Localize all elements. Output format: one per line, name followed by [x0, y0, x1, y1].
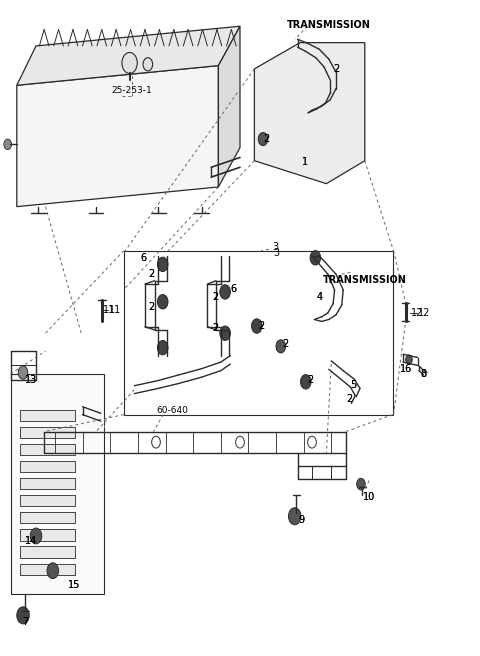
Text: 4: 4 — [316, 291, 322, 302]
Circle shape — [17, 607, 29, 624]
Text: 12: 12 — [418, 308, 430, 318]
Text: 2: 2 — [212, 291, 218, 302]
Bar — [11, 374, 104, 594]
Bar — [20, 512, 75, 523]
Bar — [20, 546, 75, 558]
Text: 12: 12 — [411, 308, 424, 318]
Text: 3: 3 — [273, 247, 279, 258]
Text: 2: 2 — [307, 375, 313, 386]
Bar — [20, 461, 75, 472]
Text: 2: 2 — [148, 302, 155, 312]
Text: 6: 6 — [140, 253, 146, 263]
Circle shape — [220, 285, 230, 299]
Text: 2: 2 — [263, 134, 270, 144]
Circle shape — [220, 326, 230, 340]
Circle shape — [258, 133, 268, 146]
Polygon shape — [17, 66, 218, 207]
Text: 8: 8 — [420, 369, 426, 379]
Text: 11: 11 — [103, 305, 116, 316]
Text: 2: 2 — [148, 268, 155, 279]
Text: 6: 6 — [231, 283, 237, 294]
Circle shape — [30, 528, 42, 544]
Circle shape — [143, 58, 153, 71]
Text: 6: 6 — [140, 253, 146, 263]
Text: 2: 2 — [282, 339, 289, 350]
Polygon shape — [17, 26, 240, 85]
Bar — [20, 478, 75, 489]
Text: 2: 2 — [307, 375, 313, 386]
Bar — [20, 427, 75, 438]
Text: 2: 2 — [258, 321, 265, 331]
Circle shape — [157, 257, 168, 272]
Circle shape — [47, 563, 59, 579]
Text: 6: 6 — [231, 283, 237, 294]
Bar — [20, 444, 75, 455]
Text: 2: 2 — [258, 321, 265, 331]
Text: 7: 7 — [22, 617, 28, 627]
Text: 13: 13 — [25, 375, 37, 386]
Text: TRANSMISSION: TRANSMISSION — [323, 275, 407, 285]
Text: 14: 14 — [25, 536, 37, 546]
Text: 2: 2 — [282, 339, 289, 350]
Bar — [20, 564, 75, 575]
Text: 2: 2 — [148, 268, 155, 279]
Text: 9: 9 — [298, 514, 304, 525]
Circle shape — [252, 319, 262, 333]
Circle shape — [276, 340, 286, 353]
Text: 2: 2 — [333, 64, 339, 74]
Text: 2: 2 — [333, 64, 339, 74]
Circle shape — [157, 295, 168, 309]
Text: 2: 2 — [263, 134, 270, 144]
Bar — [20, 529, 75, 541]
Text: 60-640: 60-640 — [157, 406, 189, 415]
Circle shape — [406, 355, 412, 364]
Text: 2: 2 — [212, 323, 218, 333]
Bar — [20, 495, 75, 506]
Text: 14: 14 — [25, 536, 37, 546]
Text: 25-253-1: 25-253-1 — [112, 86, 152, 95]
Text: 11: 11 — [109, 305, 122, 316]
Text: 15: 15 — [68, 580, 81, 590]
Text: 2: 2 — [346, 394, 353, 404]
Bar — [124, 251, 393, 415]
Text: 8: 8 — [420, 369, 426, 379]
Text: TRANSMISSION: TRANSMISSION — [287, 20, 371, 30]
Text: 13: 13 — [25, 375, 37, 386]
Text: 5: 5 — [350, 380, 357, 390]
Circle shape — [4, 139, 12, 150]
Circle shape — [122, 52, 137, 73]
Bar — [20, 410, 75, 421]
Text: 4: 4 — [316, 291, 322, 302]
Circle shape — [310, 251, 321, 265]
Text: 2: 2 — [212, 291, 218, 302]
Text: 10: 10 — [362, 491, 375, 502]
Text: 5: 5 — [350, 380, 357, 390]
Text: 16: 16 — [399, 363, 412, 374]
Circle shape — [300, 375, 311, 389]
Polygon shape — [254, 43, 365, 184]
Circle shape — [18, 366, 28, 379]
Text: 9: 9 — [298, 514, 304, 525]
Text: 3: 3 — [272, 242, 278, 253]
Text: 15: 15 — [68, 580, 81, 590]
Text: 10: 10 — [362, 491, 375, 502]
Circle shape — [357, 478, 365, 490]
Text: 16: 16 — [399, 363, 412, 374]
Text: 2: 2 — [212, 323, 218, 333]
Text: 2: 2 — [148, 302, 155, 312]
Polygon shape — [218, 26, 240, 187]
Text: 1: 1 — [302, 157, 308, 167]
Circle shape — [157, 340, 168, 355]
Text: 1: 1 — [302, 157, 308, 167]
Circle shape — [288, 508, 301, 525]
Text: 7: 7 — [22, 617, 28, 627]
Text: 2: 2 — [346, 394, 353, 404]
